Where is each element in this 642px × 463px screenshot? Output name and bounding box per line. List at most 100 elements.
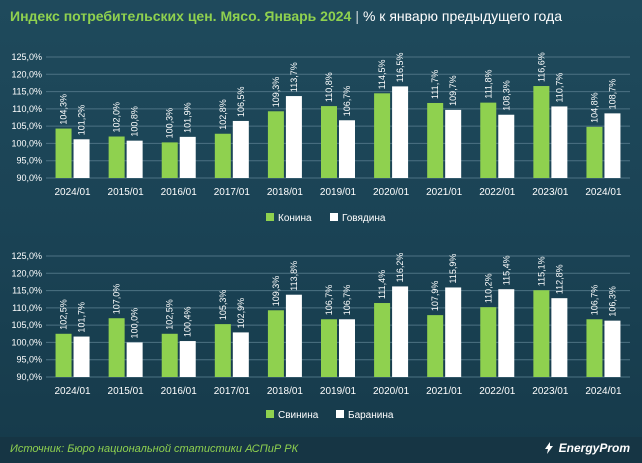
- data-label: 113,7%: [289, 62, 299, 92]
- legend-label: Говядина: [342, 213, 386, 224]
- bar-series-2: [126, 342, 143, 377]
- x-tick-label: 2018/01: [267, 386, 304, 397]
- bar-series-1: [214, 133, 231, 178]
- bar-series-2: [179, 341, 196, 377]
- brand-logo: EnergyProm: [543, 441, 630, 455]
- data-label: 102,5%: [59, 299, 69, 330]
- data-label: 106,7%: [589, 285, 599, 316]
- data-label: 106,7%: [324, 285, 334, 316]
- bar-series-2: [445, 109, 462, 178]
- bar-series-1: [586, 319, 603, 377]
- bar-series-1: [586, 126, 603, 178]
- data-label: 102,9%: [236, 298, 246, 329]
- bar-series-1: [55, 128, 72, 178]
- data-label: 115,1%: [536, 256, 546, 286]
- y-tick-label: 100,0%: [11, 337, 42, 347]
- x-tick-label: 2022/01: [479, 386, 516, 397]
- x-tick-label: 2023/01: [532, 386, 569, 397]
- data-label: 102,8%: [218, 99, 228, 130]
- y-tick-label: 120,0%: [11, 69, 42, 79]
- logo-text: EnergyProm: [558, 441, 630, 455]
- data-label: 106,7%: [342, 86, 352, 117]
- x-tick-label: 2024/01: [54, 386, 91, 397]
- bar-series-2: [179, 136, 196, 178]
- data-label: 111,7%: [430, 70, 440, 99]
- legend-label: Свинина: [278, 410, 319, 421]
- data-label: 107,9%: [430, 281, 440, 312]
- bar-series-1: [108, 318, 125, 377]
- data-label: 100,3%: [165, 108, 175, 139]
- lightning-icon: [544, 442, 553, 454]
- legend-label: Конина: [278, 213, 312, 224]
- x-tick-label: 2016/01: [161, 386, 198, 397]
- data-label: 111,8%: [483, 69, 493, 98]
- y-tick-label: 110,0%: [12, 303, 42, 313]
- data-label: 109,7%: [448, 75, 458, 106]
- bar-series-1: [161, 142, 178, 178]
- data-label: 106,7%: [342, 285, 352, 316]
- legend-label: Баранина: [348, 410, 394, 421]
- y-tick-label: 125,0%: [11, 251, 42, 261]
- title-main: Индекс потребительских цен. Мясо. Январь…: [10, 8, 352, 24]
- bar-series-2: [445, 287, 462, 377]
- title-subtitle: % к январю предыдущего года: [362, 8, 562, 24]
- bar-series-1: [108, 136, 125, 178]
- data-label: 108,3%: [501, 80, 511, 111]
- x-tick-label: 2017/01: [214, 187, 251, 198]
- data-label: 113,8%: [289, 261, 299, 291]
- title-separator: |: [355, 8, 359, 24]
- y-tick-label: 120,0%: [11, 268, 42, 278]
- chart-1: 90,0% 95,0% 100,0% 105,0% 110,0% 115,0% 120,0%…: [11, 52, 630, 224]
- data-label: 100,4%: [183, 307, 193, 338]
- bar-series-1: [321, 106, 337, 178]
- footer-bar: Источник: Бюро национальной статистики А…: [0, 437, 642, 463]
- x-tick-label: 2019/01: [320, 187, 357, 198]
- bar-series-2: [392, 86, 409, 178]
- bar-series-1: [267, 310, 284, 377]
- data-label: 104,3%: [59, 94, 69, 125]
- y-tick-label: 95,0%: [16, 355, 42, 365]
- y-tick-label: 90,0%: [16, 173, 42, 183]
- data-label: 100,0%: [130, 308, 140, 339]
- data-label: 100,8%: [130, 106, 140, 137]
- x-tick-label: 2015/01: [108, 187, 145, 198]
- data-label: 115,4%: [501, 255, 511, 285]
- data-label: 107,0%: [112, 284, 122, 315]
- bar-series-2: [339, 120, 355, 178]
- data-label: 106,5%: [236, 86, 246, 117]
- bar-series-1: [533, 290, 550, 377]
- chart-2: 90,0% 95,0% 100,0% 105,0% 110,0% 115,0% 120,0%…: [11, 251, 630, 421]
- bar-series-1: [533, 86, 550, 178]
- bar-series-2: [73, 139, 90, 178]
- data-label: 115,9%: [448, 254, 458, 284]
- bar-series-2: [285, 294, 302, 377]
- data-label: 114,5%: [377, 59, 387, 89]
- y-tick-label: 105,0%: [11, 320, 42, 330]
- x-tick-label: 2024/01: [585, 386, 622, 397]
- bar-series-2: [604, 320, 621, 377]
- bar-series-1: [374, 303, 391, 377]
- legend-swatch: [266, 410, 274, 418]
- bar-series-1: [321, 319, 337, 377]
- source-note: Источник: Бюро национальной статистики А…: [10, 443, 299, 455]
- bar-series-1: [480, 102, 497, 178]
- bar-series-2: [232, 332, 249, 377]
- x-tick-label: 2020/01: [373, 187, 410, 198]
- bar-series-2: [285, 96, 302, 178]
- x-tick-label: 2019/01: [320, 386, 357, 397]
- data-label: 101,2%: [77, 105, 87, 136]
- data-label: 116,6%: [536, 52, 546, 82]
- y-tick-label: 115,0%: [12, 286, 42, 296]
- bar-series-2: [551, 106, 568, 178]
- y-tick-label: 90,0%: [16, 372, 42, 382]
- bar-series-1: [55, 333, 72, 377]
- x-tick-label: 2015/01: [108, 386, 145, 397]
- data-label: 101,9%: [183, 102, 193, 133]
- y-tick-label: 100,0%: [11, 138, 42, 148]
- data-label: 109,3%: [271, 77, 281, 108]
- bar-series-1: [480, 307, 497, 377]
- bar-series-1: [427, 102, 444, 178]
- x-tick-label: 2022/01: [479, 187, 516, 198]
- data-label: 108,7%: [607, 79, 617, 110]
- y-tick-label: 110,0%: [12, 104, 42, 114]
